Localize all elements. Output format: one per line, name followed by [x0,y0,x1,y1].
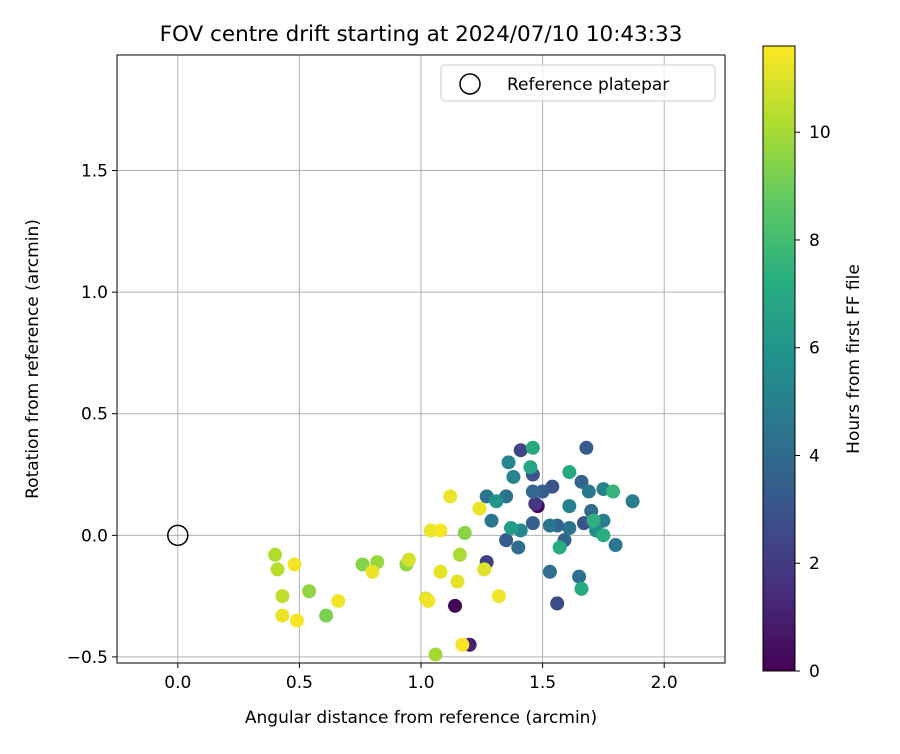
colorbar-ticks: 0 2 4 6 8 10 [795,123,831,682]
data-point [289,613,304,628]
y-tick-label: 0.5 [81,405,108,425]
data-point [489,494,504,509]
colorbar-label: Hours from first FF file [844,264,864,454]
data-point [275,589,290,604]
colorbar: 0 2 4 6 8 10 Hours from first FF file [762,45,864,682]
x-tick-label: 1.5 [529,673,556,693]
data-point [596,513,611,528]
y-tick-label: −0.5 [67,648,108,668]
legend-entry: Reference platepar [507,75,669,95]
data-point [501,455,516,470]
data-point [423,523,438,538]
data-point [523,460,538,475]
data-point [365,564,380,579]
data-point [433,523,448,538]
colorbar-gradient [762,45,796,672]
y-tick-label: 1.0 [81,283,108,303]
x-tick-label: 2.0 [651,673,678,693]
data-point [433,564,448,579]
data-point [581,484,596,499]
data-point [331,593,346,608]
chart-title: FOV centre drift starting at 2024/07/10 … [160,22,683,47]
x-tick-label: 1.0 [407,673,434,693]
data-point [511,540,526,555]
legend: Reference platepar [440,64,716,102]
data-point [625,494,640,509]
data-point [421,593,436,608]
legend-marker [459,73,481,95]
x-axis-ticks: 0.0 0.5 1.0 1.5 2.0 [164,663,678,693]
data-point [448,598,463,613]
data-point [550,596,565,611]
colorbar-tick-label: 10 [809,123,831,143]
data-point [542,564,557,579]
data-point [275,608,290,623]
colorbar-tick-label: 6 [809,339,820,359]
data-point [319,608,334,623]
data-point [455,637,470,652]
data-point [506,469,521,484]
x-axis-label: Angular distance from reference (arcmin) [245,708,597,728]
legend-box [440,64,716,102]
x-tick-label: 0.5 [286,673,313,693]
data-point [499,533,514,548]
y-tick-label: 1.5 [81,162,108,182]
colorbar-tick-label: 0 [809,662,820,682]
data-point [484,513,499,528]
colorbar-tick-label: 8 [809,231,820,251]
y-axis-label: Rotation from reference (arcmin) [23,219,43,499]
data-point [472,501,487,516]
data-point [428,647,443,662]
data-point [443,489,458,504]
colorbar-tick-label: 4 [809,446,820,466]
data-point [457,525,472,540]
data-point [503,521,518,536]
data-point [535,484,550,499]
data-point [562,465,577,480]
data-point [302,584,317,599]
data-point [450,574,465,589]
data-point [572,569,587,584]
data-point [586,513,601,528]
data-point [542,518,557,533]
data-points [268,440,640,662]
data-point [579,440,594,455]
data-point [270,562,285,577]
data-point [574,581,589,596]
data-point [525,484,540,499]
data-point [287,557,302,572]
data-point [513,443,528,458]
y-tick-label: 0.0 [81,526,108,546]
data-point [608,538,623,553]
data-point [491,589,506,604]
colorbar-tick-label: 2 [809,554,820,574]
data-point [401,552,416,567]
data-point [355,557,370,572]
data-point [525,516,540,531]
data-point [574,474,589,489]
reference-platepar-marker [167,524,189,547]
data-point [606,484,621,499]
data-point [268,547,283,562]
x-tick-label: 0.0 [164,673,191,693]
data-point [562,521,577,536]
data-point [528,496,543,511]
grid-lines [117,55,725,663]
data-point [552,540,567,555]
data-point [525,440,540,455]
data-point [477,562,492,577]
y-axis-ticks: −0.5 0.0 0.5 1.0 1.5 [67,162,117,668]
data-point [452,547,467,562]
data-point [562,499,577,514]
data-point [596,528,611,543]
